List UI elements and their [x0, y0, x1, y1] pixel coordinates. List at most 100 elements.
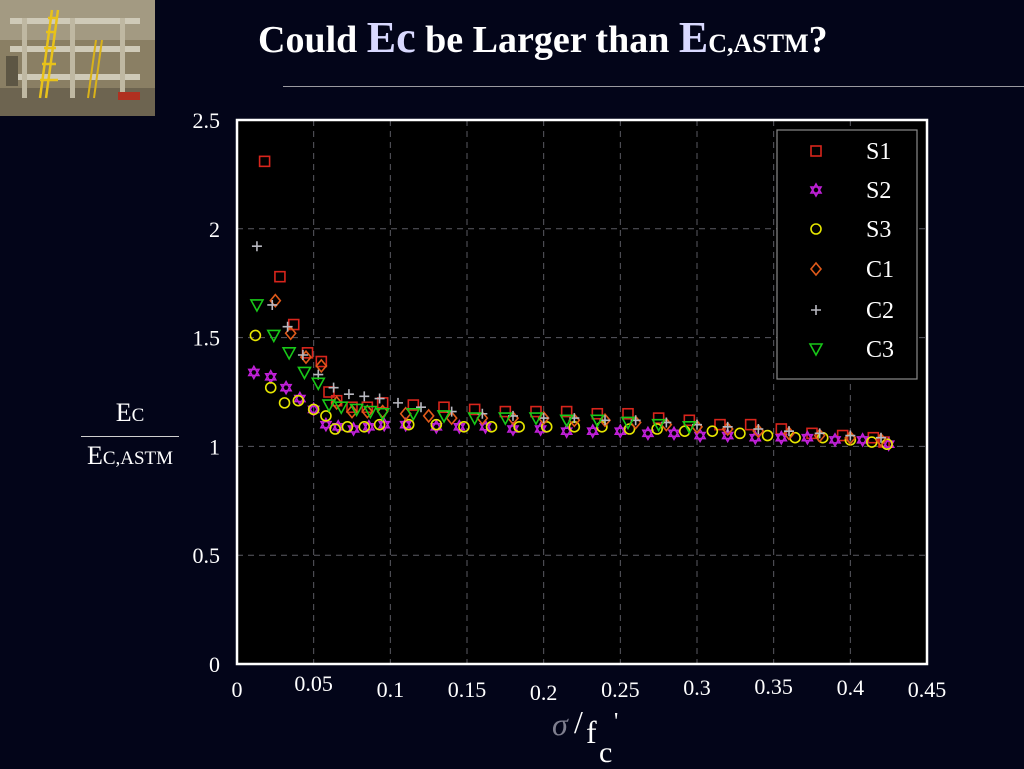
data-point-c2: [328, 382, 339, 393]
data-point-c3: [528, 412, 544, 426]
data-point-s3: [249, 329, 262, 342]
legend-box: [776, 129, 918, 380]
data-point-c1: [330, 395, 343, 411]
data-point-c2: [297, 350, 308, 361]
data-point-c1: [315, 358, 328, 374]
y-tick-label: 1.5: [193, 326, 221, 351]
x-label-sub: c: [599, 736, 613, 769]
title-e: E: [678, 13, 709, 62]
y-num-sub: C: [131, 405, 145, 426]
series-s1: [258, 155, 890, 448]
data-point-c3: [375, 407, 391, 422]
data-point-s1: [530, 405, 542, 418]
data-point-s1: [714, 418, 726, 431]
data-point-s2: [586, 423, 600, 439]
series-s3: [249, 329, 893, 451]
data-point-c2: [845, 430, 856, 441]
data-point-s2: [307, 401, 321, 418]
y-axis-label: EC EC,ASTM: [68, 398, 192, 469]
data-point-c3: [467, 412, 483, 426]
data-point-s2: [667, 425, 681, 441]
data-point-c1: [376, 404, 389, 419]
data-point-s3: [264, 381, 277, 394]
y-den-main: E: [86, 441, 103, 470]
x-tick-label: 0.2: [530, 680, 558, 705]
legend-label-s1: S1: [866, 139, 891, 165]
data-point-s1: [560, 405, 573, 418]
data-point-c3: [281, 347, 297, 361]
data-point-s1: [652, 412, 665, 424]
data-point-s3: [329, 423, 341, 435]
data-point-s3: [320, 410, 332, 422]
data-point-c3: [559, 414, 575, 428]
plot-frame: [235, 118, 929, 666]
legend-label-s2: S2: [866, 178, 891, 204]
data-point-c2: [343, 389, 354, 400]
data-point-c1: [445, 410, 458, 426]
legend-marker-s2: [809, 182, 823, 198]
data-point-c2: [784, 426, 794, 437]
legend: S1 S2 S3 C1 C2 C3: [776, 129, 918, 380]
data-point-c2: [600, 415, 610, 426]
data-point-s3: [485, 421, 498, 433]
data-point-c2: [538, 413, 549, 424]
title-middle: be Larger than: [415, 19, 679, 61]
data-point-s2: [613, 423, 627, 439]
y-num-main: E: [115, 398, 132, 427]
data-point-c1: [361, 404, 374, 419]
data-point-s3: [278, 397, 291, 409]
x-tick-label: 0.1: [377, 677, 405, 702]
data-point-c1: [269, 293, 282, 308]
data-point-s2: [801, 430, 814, 446]
data-point-c2: [722, 421, 733, 432]
title-ec: Ec: [366, 13, 416, 62]
data-point-c2: [267, 299, 278, 310]
series-c2: [251, 241, 886, 443]
x-label-prime: ': [614, 709, 619, 735]
x-tick-label: 0.35: [754, 674, 793, 699]
data-point-c2: [814, 428, 825, 439]
legend-entry-s2: S2: [809, 178, 891, 204]
legend-marker-s1: [810, 145, 822, 157]
data-point-s1: [499, 405, 512, 418]
data-point-c3: [349, 403, 364, 418]
data-point-s3: [402, 418, 415, 431]
data-point-s2: [721, 427, 735, 444]
y-tick-labels: 0 0.5 1 1.5 2 2.5: [193, 108, 221, 677]
data-point-s1: [591, 407, 604, 420]
data-point-s3: [651, 423, 663, 435]
y-tick-label: 2: [209, 217, 220, 242]
data-point-c3: [620, 416, 636, 431]
data-point-s3: [706, 425, 719, 437]
x-label-sigma: σ: [552, 706, 568, 742]
data-point-c3: [589, 414, 605, 428]
data-point-c2: [282, 321, 293, 332]
legend-entry-c1: C1: [809, 257, 894, 283]
x-tick-label: 0.15: [448, 677, 487, 702]
data-point-c2: [753, 423, 764, 434]
data-point-s1: [258, 155, 271, 168]
x-tick-labels: 0 0.05 0.1 0.15 0.2 0.25 0.3 0.35 0.4 0.45: [232, 671, 947, 705]
data-point-s2: [560, 423, 574, 439]
data-point-s2: [693, 427, 707, 444]
data-point-s3: [373, 418, 386, 431]
legend-marker-c2: [811, 305, 821, 315]
building-test-photo: [0, 0, 155, 116]
data-point-s1: [346, 401, 358, 414]
data-point-c2: [393, 397, 403, 408]
data-point-s2: [479, 419, 492, 435]
legend-entry-c3: C3: [808, 337, 894, 363]
y-tick-label: 0: [209, 652, 220, 677]
x-axis-label: σ / f ' c: [552, 702, 632, 768]
legend-entry-s3: S3: [810, 217, 891, 243]
series-c3: [249, 299, 697, 435]
data-point-s3: [307, 403, 320, 416]
data-point-c3: [681, 421, 697, 435]
legend-marker-s3: [810, 223, 822, 235]
data-point-s3: [292, 394, 305, 407]
legend-label-c2: C2: [866, 298, 894, 324]
data-point-s2: [264, 369, 278, 385]
legend-entry-c2: C2: [811, 298, 894, 324]
y-label-numerator: EC: [68, 398, 192, 436]
y-tick-label: 1: [209, 434, 220, 459]
